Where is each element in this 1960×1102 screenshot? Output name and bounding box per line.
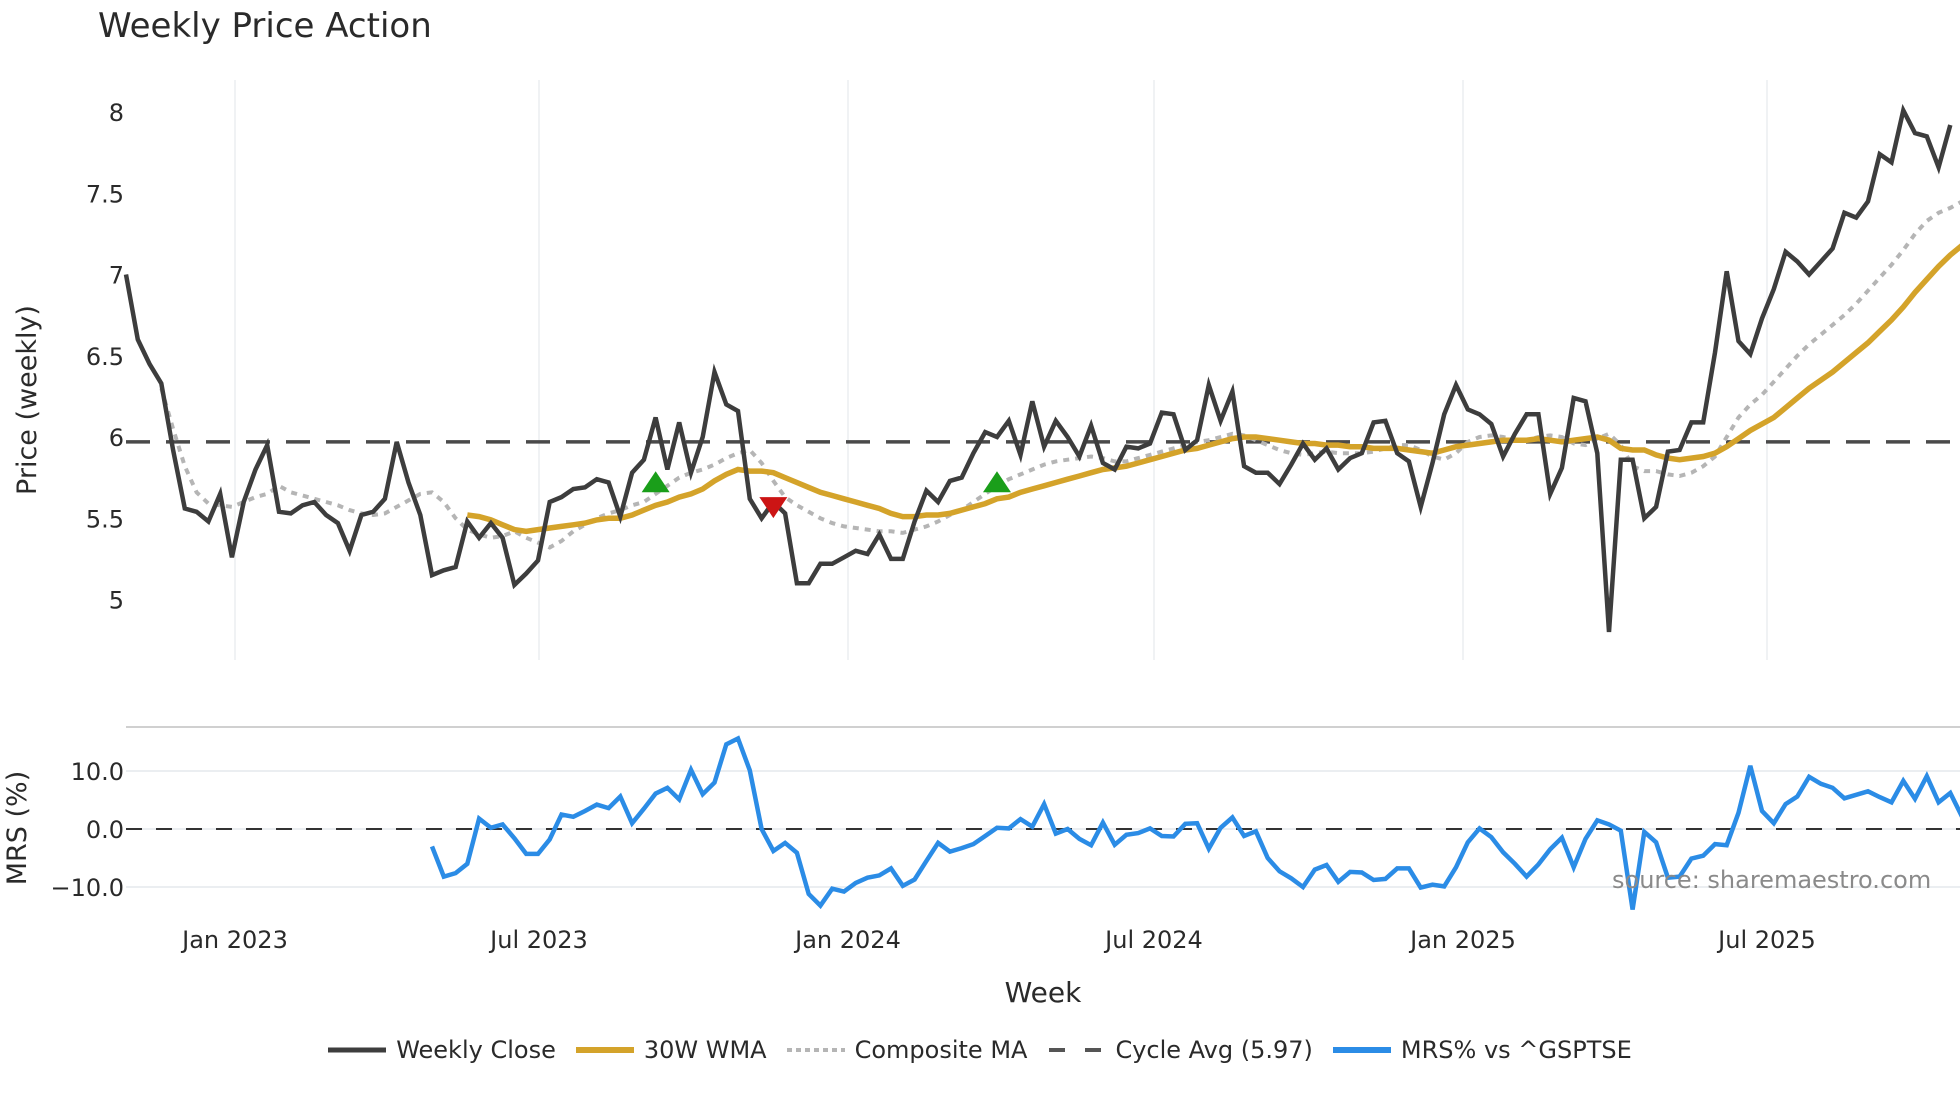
legend-label: 30W WMA	[643, 1036, 767, 1064]
legend-item-cycle-avg[interactable]: Cycle Avg (5.97)	[1047, 1036, 1313, 1064]
x-tick-label: Jul 2023	[488, 926, 588, 954]
legend-item-30w-wma[interactable]: 30W WMA	[575, 1036, 767, 1064]
y-tick-label: 5	[109, 587, 124, 615]
legend-item-composite-ma[interactable]: Composite MA	[786, 1036, 1028, 1064]
legend-label: MRS% vs ^GSPTSE	[1400, 1036, 1632, 1064]
composite-ma-line	[159, 200, 1960, 550]
x-axis-label: Week	[1004, 976, 1082, 1009]
mrs-y-axis-ticks: −10.0 0.0 10.0	[50, 758, 124, 902]
x-axis-ticks: Jan 2023 Jul 2023 Jan 2024 Jul 2024 Jan 2025…	[180, 926, 1816, 954]
mrs-line	[429, 735, 1960, 910]
mrs-y-axis-label: MRS (%)	[2, 771, 33, 886]
y-tick-label: −10.0	[50, 874, 124, 902]
y-tick-label: 7	[109, 262, 124, 290]
signal-markers	[641, 471, 1011, 519]
y-tick-label: 8	[109, 99, 124, 127]
source-watermark: source: sharemaestro.com	[1612, 866, 1932, 894]
legend-label: Composite MA	[854, 1036, 1028, 1064]
weekly-close-line	[123, 103, 1953, 633]
solid-line-icon	[575, 1047, 634, 1053]
legend-item-weekly-close[interactable]: Weekly Close	[328, 1036, 556, 1064]
x-tick-label: Jul 2024	[1103, 926, 1203, 954]
mrs-gridlines	[126, 770, 1960, 888]
legend-label: Cycle Avg (5.97)	[1115, 1036, 1313, 1064]
legend-item-mrs[interactable]: MRS% vs ^GSPTSE	[1332, 1036, 1632, 1064]
solid-line-icon	[328, 1047, 387, 1053]
x-tick-label: Jan 2023	[180, 926, 288, 954]
y-tick-label: 5.5	[86, 505, 124, 533]
dashed-line-icon	[1049, 1048, 1106, 1052]
y-tick-label: 6.5	[86, 343, 124, 371]
legend-label: Weekly Close	[396, 1036, 556, 1064]
30w-wma-line	[466, 243, 1960, 535]
solid-line-icon	[1332, 1047, 1391, 1053]
y-tick-label: 7.5	[86, 180, 124, 208]
x-tick-label: Jul 2025	[1716, 926, 1816, 954]
mrs-series	[429, 735, 1960, 910]
legend: Weekly Close 30W WMA Composite MA Cycle …	[0, 1036, 1960, 1064]
y-tick-label: 6	[109, 424, 124, 452]
sell-signal-icon	[759, 497, 788, 519]
buy-signal-icon	[641, 471, 670, 493]
x-tick-label: Jan 2025	[1408, 926, 1516, 954]
y-tick-label: 10.0	[71, 758, 124, 786]
price-y-axis-ticks: 5 5.5 6 6.5 7 7.5 8	[86, 99, 124, 615]
y-tick-label: 0.0	[86, 816, 124, 844]
x-tick-label: Jan 2024	[793, 926, 901, 954]
buy-signal-icon	[982, 471, 1011, 493]
price-y-axis-label: Price (weekly)	[12, 305, 43, 495]
chart-title: Weekly Price Action	[98, 6, 432, 46]
price-gridlines	[234, 80, 1768, 660]
dotted-line-icon	[786, 1048, 845, 1052]
price-series	[123, 103, 1960, 633]
